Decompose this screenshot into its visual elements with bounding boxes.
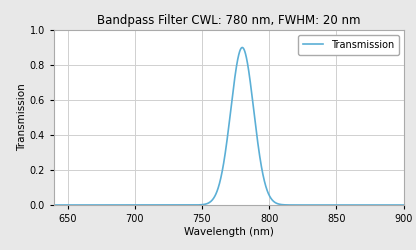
Transmission [261,177,266,180]
Transmission [240,46,245,49]
Transmission [279,203,284,206]
Title: Bandpass Filter CWL: 780 nm, FWHM: 20 nm: Bandpass Filter CWL: 780 nm, FWHM: 20 nm [97,14,361,28]
Transmission [312,204,317,206]
Transmission [339,204,344,206]
Transmission [401,204,406,206]
Transmission [185,204,190,206]
Line: Transmission: Transmission [54,48,404,205]
Y-axis label: Transmission: Transmission [17,84,27,151]
Transmission [52,204,57,206]
Legend: Transmission: Transmission [298,35,399,54]
Transmission [115,204,120,206]
X-axis label: Wavelength (nm): Wavelength (nm) [184,227,274,237]
